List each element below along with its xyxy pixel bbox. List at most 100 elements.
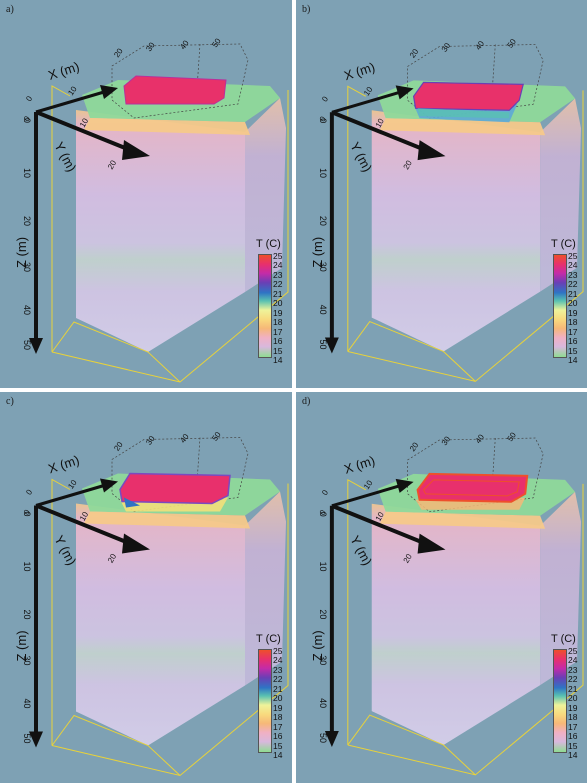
y-axis-label: Y (m): [347, 533, 375, 568]
z-axis-label: Z (m): [14, 237, 29, 268]
y-axis-arrow: [122, 140, 150, 160]
colorbar-tick-label: 23: [568, 664, 578, 675]
panel-c: c) X (m) Y (m) Z (m) 0 10 20 30 40 50 0 10 20 30 40 50 0…: [0, 392, 292, 783]
colorbar-tick-label: 16: [568, 336, 578, 347]
colorbar-tick-label: 25: [273, 251, 283, 261]
x-tick-label: 0: [320, 488, 330, 497]
colorbar-title: T (C): [256, 633, 281, 645]
y-tick-label: 0: [318, 114, 328, 123]
building-outline: [111, 43, 249, 119]
building-outline: [407, 44, 544, 119]
colorbar-tick-label: 21: [273, 683, 283, 694]
z-tick-label: 40: [318, 698, 328, 708]
bounding-box-back: [347, 85, 367, 352]
colorbar-tick-label: 25: [273, 646, 283, 656]
z-tick-label: 10: [22, 562, 32, 572]
colorbar-tick-label: 15: [568, 740, 578, 751]
panel-d: d) X (m) Y (m) Z (m) 0 10 20 30 40 50 0 10 20 30 40 50 0…: [296, 392, 587, 783]
z-tick-label: 20: [22, 216, 32, 226]
x-axis-label: X (m): [342, 59, 377, 83]
colorbar-tick-label: 16: [568, 731, 578, 742]
colorbar-tick-label: 19: [273, 702, 283, 713]
colorbar-tick-label: 20: [273, 298, 283, 309]
x-tick-label: 50: [210, 430, 223, 443]
z-tick-label: 0: [318, 512, 328, 517]
x-tick-label: 40: [178, 432, 191, 445]
panel-label: d): [302, 396, 311, 407]
colorbar-ticks: 25 24 23 22 21 20 19 18 17 16 15 14: [273, 646, 283, 760]
colorbar-tick-label: 17: [273, 721, 283, 732]
bounding-box-bottom: [51, 483, 289, 777]
colorbar: [553, 254, 567, 358]
x-tick-label: 20: [112, 46, 125, 59]
z-tick-label: 40: [318, 305, 328, 315]
z-axis-arrow: [324, 337, 339, 354]
x-tick-label: 50: [210, 36, 223, 49]
colorbar-tick-label: 23: [568, 269, 578, 280]
colorbar-tick-label: 25: [568, 646, 578, 656]
bounding-box-back: [51, 478, 71, 746]
z-tick-label: 20: [318, 609, 328, 619]
x-axis-arrow: [100, 85, 118, 99]
heated-slab: [119, 472, 231, 512]
z-axis-arrow: [324, 731, 339, 747]
panel-a: a) X (m) Y (m) Z (m) 0 10 20 30 40 50 0 10 20 30 40 50 0…: [0, 0, 292, 388]
colorbar-tick-label: 24: [273, 260, 283, 271]
x-tick-label: 50: [506, 37, 519, 50]
colorbar-tick-label: 21: [273, 288, 283, 299]
near-surface-layer: [379, 511, 546, 529]
z-tick-label: 20: [318, 216, 328, 226]
x-tick-label: 40: [178, 38, 191, 51]
colorbar-tick-label: 15: [273, 740, 283, 751]
colorbar-ticks: 25 24 23 22 21 20 19 18 17 16 15 14: [273, 251, 283, 365]
colorbar-tick-label: 22: [568, 674, 578, 685]
colorbar-tick-label: 19: [273, 307, 283, 318]
heated-slab: [415, 472, 529, 510]
y-axis-arrow: [122, 533, 150, 554]
y-axis-label: Y (m): [51, 533, 79, 568]
building-outline: [111, 437, 249, 512]
near-surface-layer: [84, 511, 250, 529]
colorbar-tick-label: 17: [568, 721, 578, 732]
colorbar-tick-label: 21: [568, 683, 578, 694]
colorbar-tick-label: 14: [568, 354, 578, 365]
x-tick-label: 20: [408, 47, 421, 60]
y-tick-label: 0: [22, 508, 32, 517]
z-axis-arrow: [29, 731, 43, 748]
volume-side-face: [540, 491, 582, 686]
colorbar-tick-label: 18: [273, 317, 283, 328]
z-tick-label: 50: [318, 733, 328, 743]
x-axis-arrow: [100, 478, 118, 493]
z-tick-label: 10: [318, 562, 328, 572]
y-axis-label: Y (m): [51, 139, 79, 174]
colorbar-ticks: 25 24 23 22 21 20 19 18 17 16 15 14: [568, 251, 578, 365]
near-surface-layer: [379, 118, 546, 136]
bounding-box-bottom: [347, 90, 584, 382]
colorbar-tick-label: 14: [273, 354, 283, 365]
colorbar-ticks: 25 24 23 22 21 20 19 18 17 16 15 14: [568, 646, 578, 760]
y-tick-label: 0: [22, 114, 32, 123]
temperature-volume: [371, 110, 541, 352]
colorbar-title: T (C): [551, 633, 576, 645]
colorbar: [553, 649, 567, 753]
colorbar-title: T (C): [551, 238, 576, 250]
panel-label: c): [6, 396, 14, 407]
colorbar-title: T (C): [256, 238, 281, 250]
heated-slab: [123, 75, 227, 105]
bounding-box-bottom: [347, 483, 584, 776]
colorbar-tick-label: 23: [273, 269, 283, 280]
z-tick-label: 20: [22, 610, 32, 620]
x-tick-label: 50: [506, 430, 519, 443]
colorbar-tick-label: 14: [568, 749, 578, 760]
z-axis-label: Z (m): [14, 630, 29, 661]
colorbar-tick-label: 22: [568, 279, 578, 290]
temperature-volume: [76, 503, 245, 746]
z-tick-label: 50: [22, 340, 32, 350]
z-tick-label: 10: [318, 168, 328, 178]
x-axis-label: X (m): [46, 452, 81, 476]
colorbar-tick-label: 24: [568, 655, 578, 666]
colorbar-tick-label: 24: [568, 260, 578, 271]
